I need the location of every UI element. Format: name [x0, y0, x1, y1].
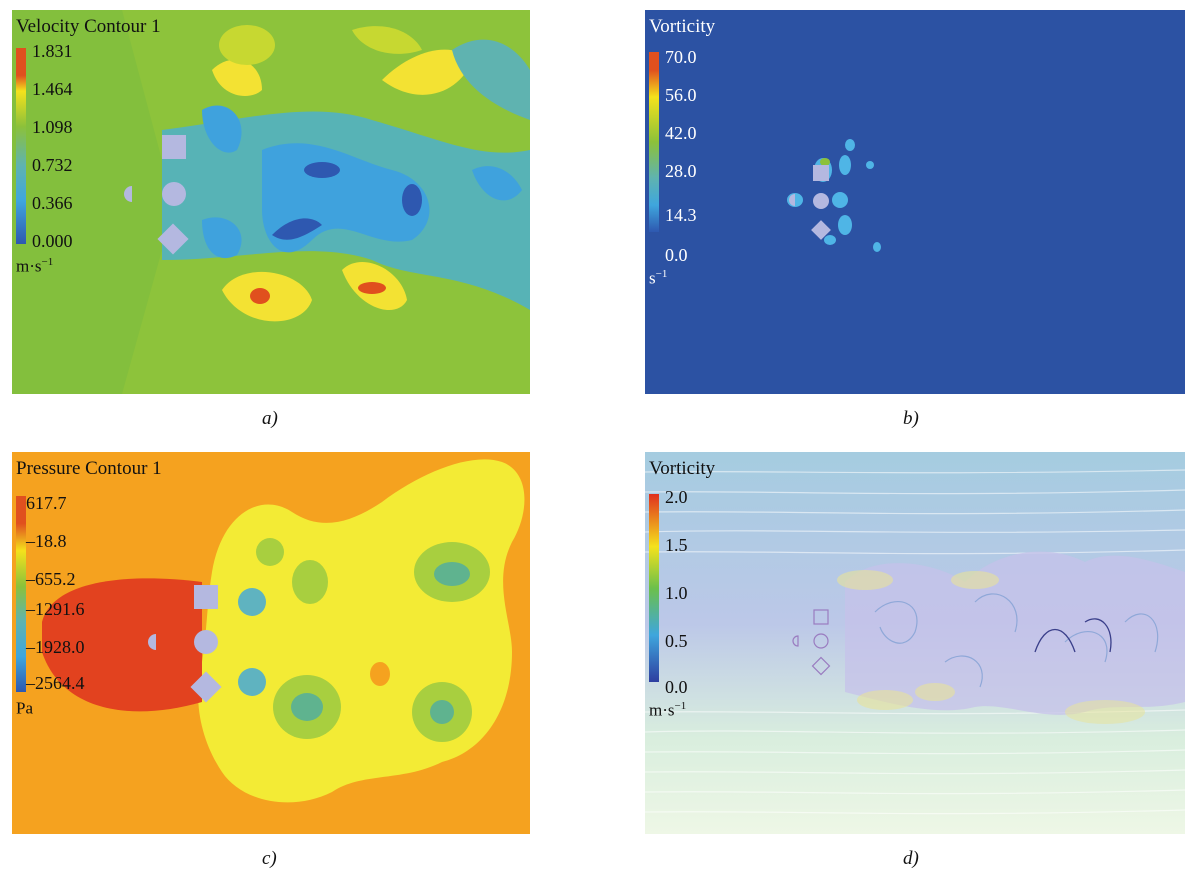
- caption-d: d): [903, 848, 919, 869]
- color-bar-tick: 0.0: [665, 677, 688, 697]
- streamline-panel: Vorticity 2.0 1.5 1.0 0.5 0.0 m·s−1: [645, 452, 1185, 834]
- color-bar-tick: 14.3: [665, 205, 697, 225]
- caption-c: c): [262, 848, 277, 869]
- color-bar-tick: 1.831: [32, 41, 73, 61]
- color-bar-tick: 0.0: [665, 245, 688, 265]
- unit-label: s−1: [649, 268, 668, 288]
- color-bar-tick: 0.366: [32, 193, 73, 213]
- color-bar-tick: –655.2: [26, 569, 76, 589]
- color-bar: [16, 496, 26, 692]
- color-bar: [649, 52, 659, 232]
- color-bar-tick: 56.0: [665, 85, 697, 105]
- legend-title: Vorticity: [649, 16, 716, 37]
- pressure-contour-plot: [12, 452, 530, 834]
- pressure-contour-panel: Pressure Contour 1 617.7 –18.8 –655.2 –1…: [12, 452, 530, 834]
- vorticity-panel: Vorticity 70.0 56.0 42.0 28.0 14.3 0.0 s…: [645, 10, 1185, 394]
- color-bar-tick: 0.732: [32, 155, 73, 175]
- unit-label: Pa: [16, 698, 33, 718]
- legend-title: Vorticity: [649, 458, 716, 479]
- color-bar-tick: 28.0: [665, 161, 697, 181]
- streamline-plot: [645, 452, 1185, 834]
- color-bar-tick: 1.5: [665, 535, 688, 555]
- legend-title: Velocity Contour 1: [16, 16, 161, 37]
- velocity-contour-panel: Velocity Contour 1 1.831 1.464 1.098 0.7…: [12, 10, 530, 394]
- unit-label: m·s−1: [16, 256, 54, 276]
- color-bar-tick: 0.000: [32, 231, 73, 251]
- color-bar-tick: 617.7: [26, 493, 67, 513]
- color-bar-tick: 2.0: [665, 487, 688, 507]
- color-bar-tick: –1291.6: [26, 599, 85, 619]
- color-bar-tick: –2564.4: [26, 673, 85, 693]
- color-bar-tick: –18.8: [26, 531, 67, 551]
- velocity-contour-plot: [12, 10, 530, 394]
- color-bar: [649, 494, 659, 682]
- caption-a: a): [262, 408, 278, 429]
- color-bar-tick: 1.464: [32, 79, 73, 99]
- color-bar-tick: 1.098: [32, 117, 73, 137]
- color-bar: [16, 48, 26, 244]
- color-bar-tick: 42.0: [665, 123, 697, 143]
- color-bar-tick: 1.0: [665, 583, 688, 603]
- unit-label: m·s−1: [649, 700, 687, 720]
- vorticity-plot: [645, 10, 1185, 394]
- legend-title: Pressure Contour 1: [16, 458, 162, 479]
- color-bar-tick: –1928.0: [26, 637, 85, 657]
- color-bar-tick: 70.0: [665, 47, 697, 67]
- caption-b: b): [903, 408, 919, 429]
- color-bar-tick: 0.5: [665, 631, 688, 651]
